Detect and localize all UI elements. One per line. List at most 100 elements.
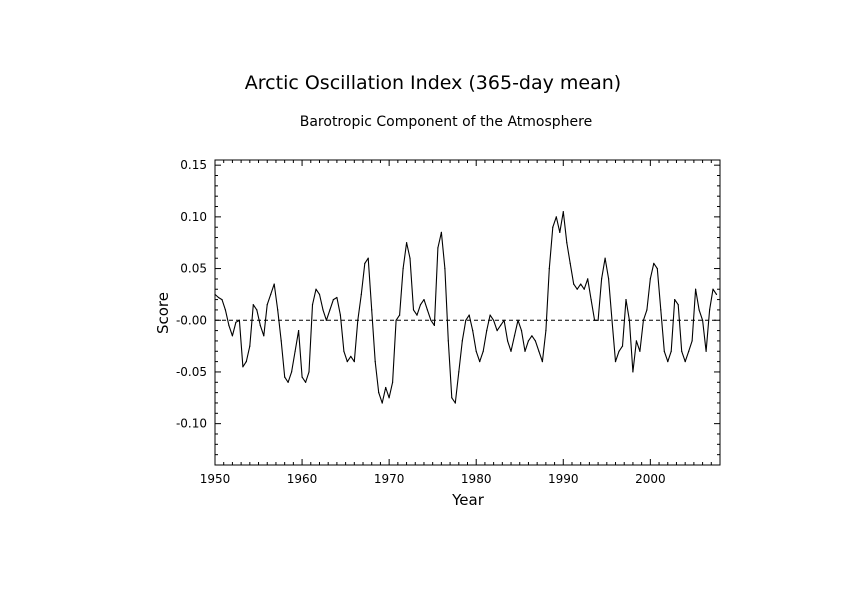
data-point: [587, 278, 589, 280]
data-point: [217, 296, 220, 299]
data-point: [583, 288, 585, 290]
data-point: [245, 361, 247, 363]
data-point: [566, 242, 568, 244]
data-point: [500, 324, 502, 326]
data-point: [329, 309, 331, 311]
data-point: [670, 350, 672, 352]
data-point: [507, 340, 509, 342]
chart-title: Arctic Oscillation Index (365-day mean): [244, 72, 622, 94]
data-point: [249, 345, 251, 347]
data-point: [534, 340, 537, 342]
data-point: [399, 314, 401, 316]
data-point: [555, 216, 557, 218]
x-tick-label: 1980: [461, 472, 492, 486]
data-point: [715, 293, 718, 295]
data-point: [472, 330, 474, 332]
x-tick-label: 1960: [287, 472, 318, 486]
data-point: [353, 361, 355, 363]
data-point: [242, 366, 244, 368]
y-tick-label: -0.05: [176, 365, 207, 379]
data-point: [287, 381, 289, 383]
data-point: [656, 268, 658, 270]
data-point: [667, 361, 669, 363]
data-point: [409, 257, 411, 259]
data-point: [496, 330, 498, 332]
data-point: [280, 340, 282, 342]
x-axis-label: Year: [451, 491, 485, 509]
data-point: [346, 361, 348, 363]
data-point: [374, 361, 376, 363]
chart-subtitle: Barotropic Component of the Atmosphere: [299, 114, 593, 130]
data-point: [454, 402, 456, 404]
data-point: [698, 309, 700, 311]
data-point: [489, 314, 491, 316]
data-point: [332, 299, 334, 301]
data-point: [635, 340, 638, 342]
data-point: [614, 361, 617, 363]
data-point: [611, 319, 613, 321]
data-point: [538, 350, 540, 352]
data-point: [423, 299, 425, 301]
data-point: [618, 350, 620, 352]
data-point: [632, 371, 634, 373]
data-point: [691, 340, 693, 342]
data-point: [238, 319, 240, 321]
data-point: [388, 397, 390, 399]
data-point: [608, 278, 610, 280]
data-point: [628, 319, 631, 321]
data-point: [705, 350, 707, 352]
data-point: [419, 304, 422, 306]
data-point: [663, 350, 665, 352]
data-point: [475, 350, 477, 352]
data-point: [447, 340, 449, 342]
data-point: [402, 268, 404, 270]
data-point: [378, 392, 380, 394]
data-point: [712, 288, 714, 290]
data-point: [674, 299, 676, 301]
data-point: [325, 319, 327, 321]
data-point: [294, 350, 296, 352]
data-point: [291, 371, 293, 373]
data-point: [298, 330, 300, 332]
x-tick-label: 1970: [374, 472, 405, 486]
data-point: [322, 309, 324, 311]
data-point: [684, 361, 686, 363]
data-point: [231, 335, 233, 337]
data-point: [573, 283, 575, 285]
data-point: [461, 340, 463, 342]
data-point: [468, 314, 470, 316]
data-point: [273, 283, 275, 285]
data-point: [465, 319, 467, 321]
data-point: [412, 309, 415, 311]
data-point: [433, 324, 435, 326]
data-point: [681, 350, 683, 352]
data-point: [625, 299, 627, 301]
data-point: [336, 296, 338, 299]
data-point: [305, 381, 307, 383]
data-point: [517, 319, 519, 321]
plot-frame: [214, 159, 721, 466]
y-tick-label: 0.15: [180, 158, 207, 172]
data-point: [256, 309, 258, 311]
data-point: [482, 350, 484, 352]
data-point: [559, 231, 561, 233]
data-point: [709, 309, 711, 311]
y-tick-label: 0.10: [180, 210, 207, 224]
data-point: [653, 262, 655, 264]
data-point: [360, 293, 362, 295]
data-point: [688, 350, 690, 352]
data-point: [451, 397, 453, 399]
x-tick-label: 1990: [548, 472, 579, 486]
data-point: [642, 319, 645, 321]
data-point: [437, 247, 439, 249]
data-point: [569, 262, 571, 264]
data-point: [277, 309, 279, 311]
data-point: [590, 299, 592, 301]
data-point: [531, 335, 533, 337]
data-point: [392, 381, 394, 383]
y-axis-label: Score: [154, 292, 172, 334]
data-point: [621, 345, 624, 347]
data-point: [486, 330, 488, 332]
data-point: [263, 335, 265, 337]
data-point: [552, 226, 554, 228]
